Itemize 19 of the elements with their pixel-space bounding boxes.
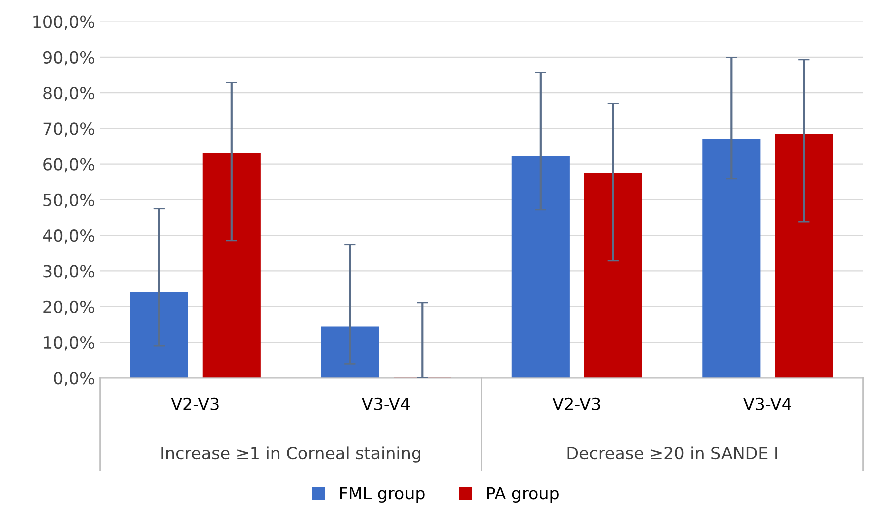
text: Decrease ≥20 in SANDE I	[568, 446, 778, 460]
y-tick-label: 70,0%	[44, 122, 94, 137]
x-tick-label: V2-V3	[171, 398, 219, 410]
x-tick-label: V3-V4	[362, 398, 410, 410]
y-tick-label: 10,0%	[44, 336, 94, 351]
y-tick-label: 60,0%	[44, 158, 94, 173]
y-tick-label: 40,0%	[43, 230, 94, 244]
legend-label: PA group	[487, 487, 559, 503]
legend-label: FML group	[340, 487, 425, 503]
y-tick-label: 0,0%	[54, 372, 94, 386]
x-tick-label: V3-V4	[744, 398, 792, 410]
y-tick-label: 90,0%	[44, 51, 94, 66]
y-tick-label: 20,0%	[44, 300, 94, 316]
y-tick-label: 30,0%	[44, 265, 94, 280]
text: Increase ≥1 in Corneal staining	[162, 446, 420, 463]
y-tick-label: 80,0%	[44, 86, 94, 102]
y-tick-label: 50,0%	[44, 194, 94, 208]
x-tick-label: V2-V3	[552, 398, 600, 410]
y-tick-label: 100,0%	[34, 16, 94, 30]
